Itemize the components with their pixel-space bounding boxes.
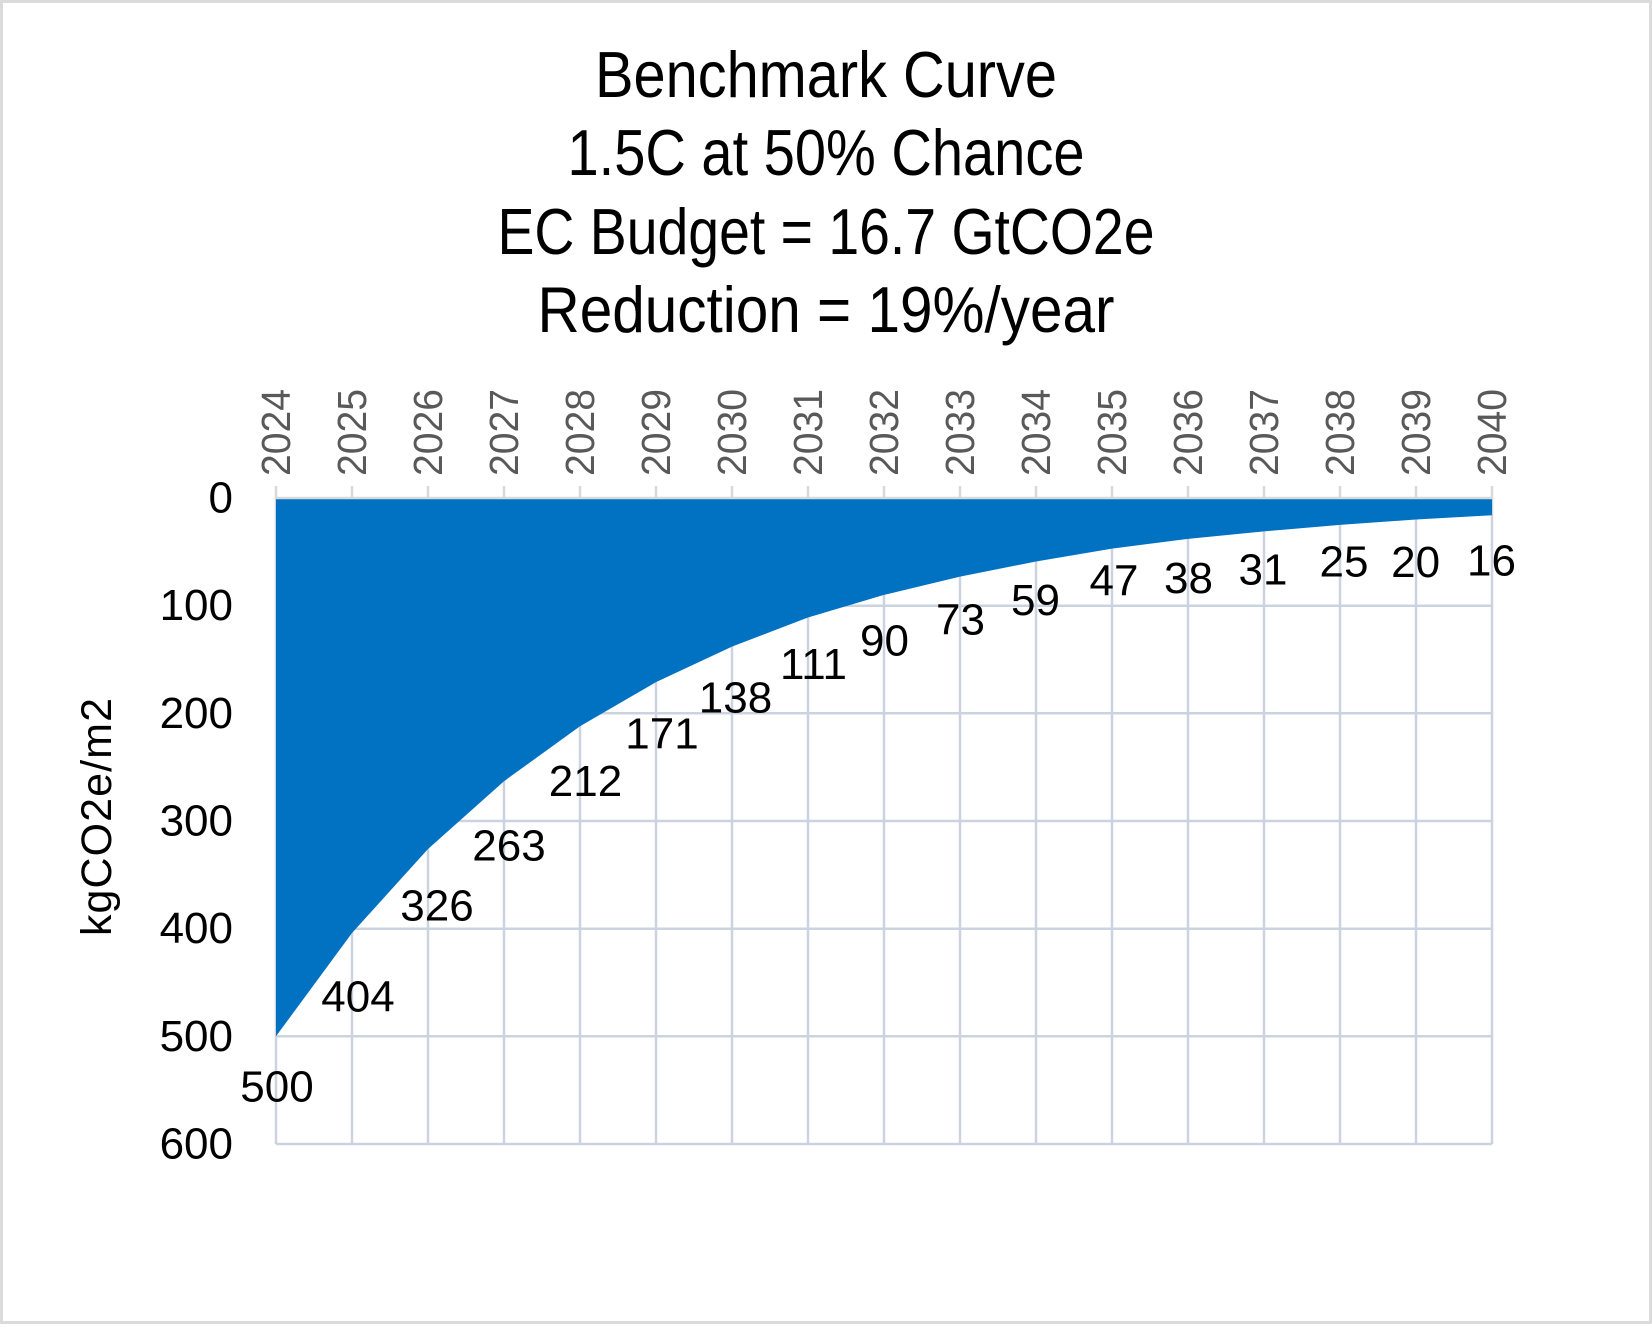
svg-text:38: 38	[1164, 554, 1213, 603]
svg-text:100: 100	[160, 581, 233, 630]
svg-text:171: 171	[625, 710, 698, 759]
svg-text:263: 263	[472, 822, 545, 871]
svg-text:1.5C at 50% Chance: 1.5C at 50% Chance	[568, 116, 1085, 189]
svg-text:400: 400	[160, 904, 233, 953]
svg-text:138: 138	[699, 674, 772, 723]
svg-text:2031: 2031	[785, 389, 831, 476]
svg-text:2029: 2029	[633, 389, 679, 476]
svg-text:Reduction = 19%/year: Reduction = 19%/year	[538, 273, 1115, 346]
svg-text:2034: 2034	[1013, 389, 1059, 476]
svg-text:2024: 2024	[253, 389, 299, 476]
svg-text:2039: 2039	[1393, 389, 1439, 476]
svg-text:326: 326	[400, 882, 473, 931]
svg-text:300: 300	[160, 797, 233, 846]
svg-text:2030: 2030	[709, 389, 755, 476]
svg-text:59: 59	[1011, 576, 1060, 625]
svg-text:2026: 2026	[405, 389, 451, 476]
svg-text:20: 20	[1391, 538, 1440, 587]
svg-text:73: 73	[936, 596, 985, 645]
svg-text:25: 25	[1320, 538, 1369, 587]
svg-text:Benchmark Curve: Benchmark Curve	[595, 38, 1057, 111]
svg-text:2028: 2028	[557, 389, 603, 476]
svg-text:212: 212	[549, 757, 622, 806]
svg-text:500: 500	[240, 1063, 313, 1112]
svg-text:47: 47	[1090, 557, 1139, 606]
svg-text:404: 404	[321, 973, 394, 1022]
svg-text:2032: 2032	[861, 389, 907, 476]
svg-text:2025: 2025	[329, 389, 375, 476]
svg-text:0: 0	[209, 474, 233, 523]
svg-text:2035: 2035	[1089, 389, 1135, 476]
svg-text:90: 90	[860, 617, 909, 666]
svg-text:2040: 2040	[1469, 389, 1515, 476]
svg-text:EC Budget = 16.7 GtCO2e: EC Budget = 16.7 GtCO2e	[498, 195, 1155, 268]
svg-text:31: 31	[1239, 546, 1288, 595]
svg-text:2037: 2037	[1241, 389, 1287, 476]
svg-text:2036: 2036	[1165, 389, 1211, 476]
svg-text:111: 111	[780, 640, 847, 689]
svg-text:200: 200	[160, 689, 233, 738]
svg-text:600: 600	[160, 1120, 233, 1169]
svg-text:2038: 2038	[1317, 389, 1363, 476]
svg-text:500: 500	[160, 1012, 233, 1061]
svg-text:2027: 2027	[481, 389, 527, 476]
svg-text:2033: 2033	[937, 389, 983, 476]
svg-text:kgCO2e/m2: kgCO2e/m2	[73, 698, 121, 936]
svg-text:16: 16	[1467, 537, 1516, 586]
